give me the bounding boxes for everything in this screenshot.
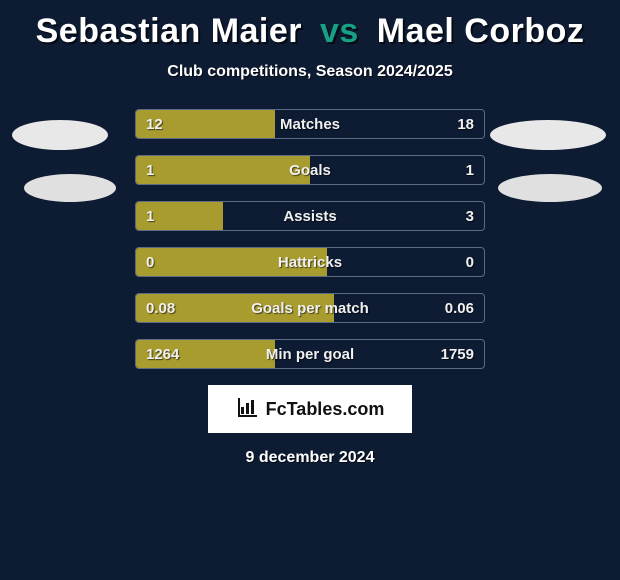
stat-fill-left: [136, 294, 334, 322]
subtitle: Club competitions, Season 2024/2025: [0, 63, 620, 81]
stat-fill-left: [136, 248, 327, 276]
title: Sebastian Maier vs Mael Corboz: [0, 0, 620, 51]
decorative-ellipse: [490, 120, 606, 150]
logo-text: FcTables.com: [266, 399, 385, 420]
date-text: 9 december 2024: [0, 449, 620, 467]
stat-value-right: 0: [466, 254, 474, 271]
stat-value-right: 1: [466, 162, 474, 179]
player2-name: Mael Corboz: [377, 12, 585, 50]
stat-fill-left: [136, 340, 275, 368]
stat-row: 12Matches18: [135, 109, 485, 139]
stat-row: 1Goals1: [135, 155, 485, 185]
vs-text: vs: [320, 12, 359, 50]
stat-value-right: 0.06: [445, 300, 474, 317]
stat-fill-left: [136, 110, 275, 138]
decorative-ellipse: [12, 120, 108, 150]
stat-value-right: 1759: [441, 346, 474, 363]
stat-value-right: 18: [457, 116, 474, 133]
stat-row: 1264Min per goal1759: [135, 339, 485, 369]
stat-value-right: 3: [466, 208, 474, 225]
stat-fill-left: [136, 156, 310, 184]
decorative-ellipse: [498, 174, 602, 202]
stat-fill-left: [136, 202, 223, 230]
logo-box: FcTables.com: [208, 385, 412, 433]
decorative-ellipse: [24, 174, 116, 202]
chart-icon: [236, 395, 260, 424]
stat-row: 1Assists3: [135, 201, 485, 231]
stat-row: 0.08Goals per match0.06: [135, 293, 485, 323]
player1-name: Sebastian Maier: [36, 12, 302, 50]
stat-row: 0Hattricks0: [135, 247, 485, 277]
